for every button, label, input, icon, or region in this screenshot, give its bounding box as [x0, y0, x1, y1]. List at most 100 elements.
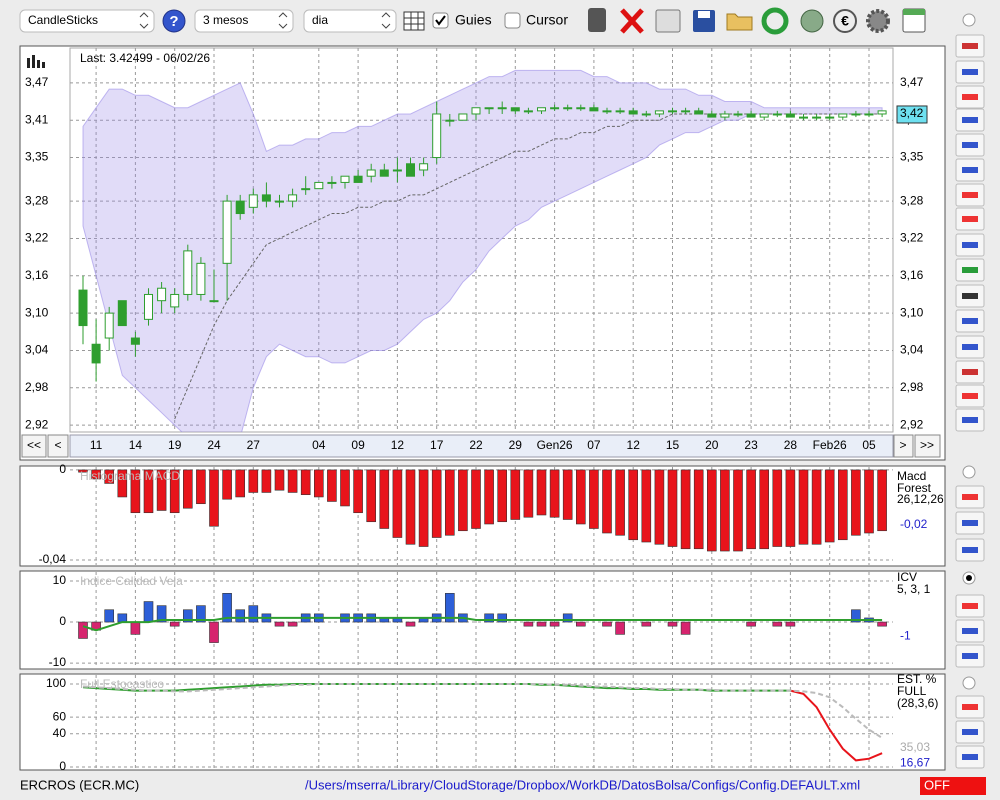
- candle-body: [379, 169, 389, 177]
- x-tick-label: 11: [90, 438, 103, 452]
- panel-radio[interactable]: [962, 465, 976, 479]
- panel-plot: [70, 48, 893, 432]
- tool-icon: [962, 729, 978, 735]
- print-button[interactable]: [655, 9, 681, 33]
- candle-body: [812, 116, 822, 119]
- period-select[interactable]: [194, 9, 294, 33]
- candle-body: [183, 250, 193, 295]
- tool-icon: [962, 318, 978, 324]
- bar: [877, 469, 887, 532]
- tool-icon: [962, 167, 978, 173]
- nav-first-label: <<: [27, 438, 41, 452]
- bar: [117, 469, 128, 498]
- tool-icon: [962, 192, 978, 198]
- bar: [274, 469, 285, 491]
- indicator-label: Macd: [897, 469, 926, 483]
- cursor-checkbox[interactable]: [504, 12, 521, 29]
- bar: [169, 621, 180, 627]
- candle-body: [445, 119, 455, 122]
- candle-body: [340, 175, 350, 183]
- x-tick-label: 23: [744, 438, 758, 452]
- bar: [575, 621, 586, 627]
- bar: [589, 469, 599, 529]
- x-tick-label: 20: [705, 438, 719, 452]
- y-tick-label-right: 3,10: [900, 305, 924, 319]
- bar: [183, 469, 193, 509]
- candle-body: [550, 107, 560, 110]
- sync-button[interactable]: [800, 9, 824, 33]
- open-button[interactable]: [726, 13, 753, 31]
- bar: [405, 621, 416, 627]
- nav-last-button[interactable]: [914, 434, 941, 458]
- bar: [523, 621, 534, 627]
- x-tick-label: 05: [862, 438, 876, 452]
- trash-button[interactable]: [588, 8, 606, 32]
- bar: [248, 469, 259, 493]
- candle-body: [772, 113, 782, 116]
- cursor-label: Cursor: [526, 12, 568, 28]
- bar: [183, 609, 193, 623]
- bar: [78, 621, 88, 639]
- grid-toggle-icon[interactable]: [403, 11, 425, 31]
- y-tick-label-right: 3,47: [900, 75, 924, 89]
- side-toolbar: [955, 13, 985, 769]
- tool-icon: [962, 417, 978, 423]
- tool-icon: [962, 628, 978, 634]
- delete-button[interactable]: [620, 8, 644, 34]
- bar: [720, 469, 730, 552]
- chart-type-select[interactable]: [19, 9, 155, 33]
- nav-first-button[interactable]: [21, 434, 47, 458]
- tool-icon: [962, 94, 978, 100]
- candle-body: [130, 337, 140, 345]
- panel-radio[interactable]: [962, 13, 976, 27]
- bar: [641, 621, 652, 627]
- nav-next-button[interactable]: [893, 434, 914, 458]
- bar: [615, 469, 625, 536]
- candle-body: [681, 110, 691, 113]
- candle-body: [537, 107, 546, 112]
- off-indicator[interactable]: [920, 777, 986, 795]
- y-tick-label: -0,04: [39, 552, 67, 566]
- bar: [209, 469, 219, 527]
- bar: [484, 469, 494, 525]
- grid-icon-lines: [404, 12, 424, 30]
- toolbar: CandleSticks ? 3 mesos dia Guies Cursor …: [19, 7, 926, 35]
- bar: [366, 469, 377, 523]
- y-tick-label: 10: [53, 573, 67, 587]
- bar: [471, 469, 481, 529]
- interval-select[interactable]: [303, 9, 397, 33]
- bar: [562, 613, 573, 623]
- bar: [274, 621, 285, 627]
- panel-title: Histograma MACD: [80, 469, 180, 483]
- select-chevron: [139, 12, 149, 29]
- bar: [392, 469, 403, 538]
- refresh-button[interactable]: [761, 7, 789, 35]
- candle-body: [196, 262, 206, 295]
- nav-prev-button[interactable]: [47, 434, 69, 458]
- candle-body: [799, 116, 808, 119]
- bar: [287, 469, 298, 493]
- settings-button[interactable]: [866, 9, 890, 33]
- candle-body: [222, 200, 232, 264]
- panel-radio[interactable]: [962, 676, 976, 690]
- bar: [536, 469, 547, 516]
- candle-body: [668, 110, 677, 113]
- panel-radio-dot: [966, 575, 972, 581]
- y-tick-label: 3,22: [25, 231, 49, 245]
- candle-body: [510, 107, 520, 112]
- currency-button[interactable]: [833, 9, 857, 33]
- nav-last-label: >>: [920, 438, 934, 452]
- bar: [851, 469, 861, 536]
- config-path[interactable]: /Users/mserra/Library/CloudStorage/Dropb…: [305, 777, 860, 792]
- off-label: OFF: [924, 777, 950, 792]
- candle-body: [314, 181, 324, 190]
- bar: [248, 605, 259, 623]
- bar: [91, 469, 101, 480]
- candle-body: [615, 110, 625, 113]
- candle-body: [484, 107, 494, 110]
- tool-icon: [962, 267, 978, 273]
- bar: [549, 621, 560, 627]
- help-button[interactable]: [162, 9, 186, 33]
- interval-text: dia: [312, 13, 328, 27]
- bar: [405, 469, 416, 545]
